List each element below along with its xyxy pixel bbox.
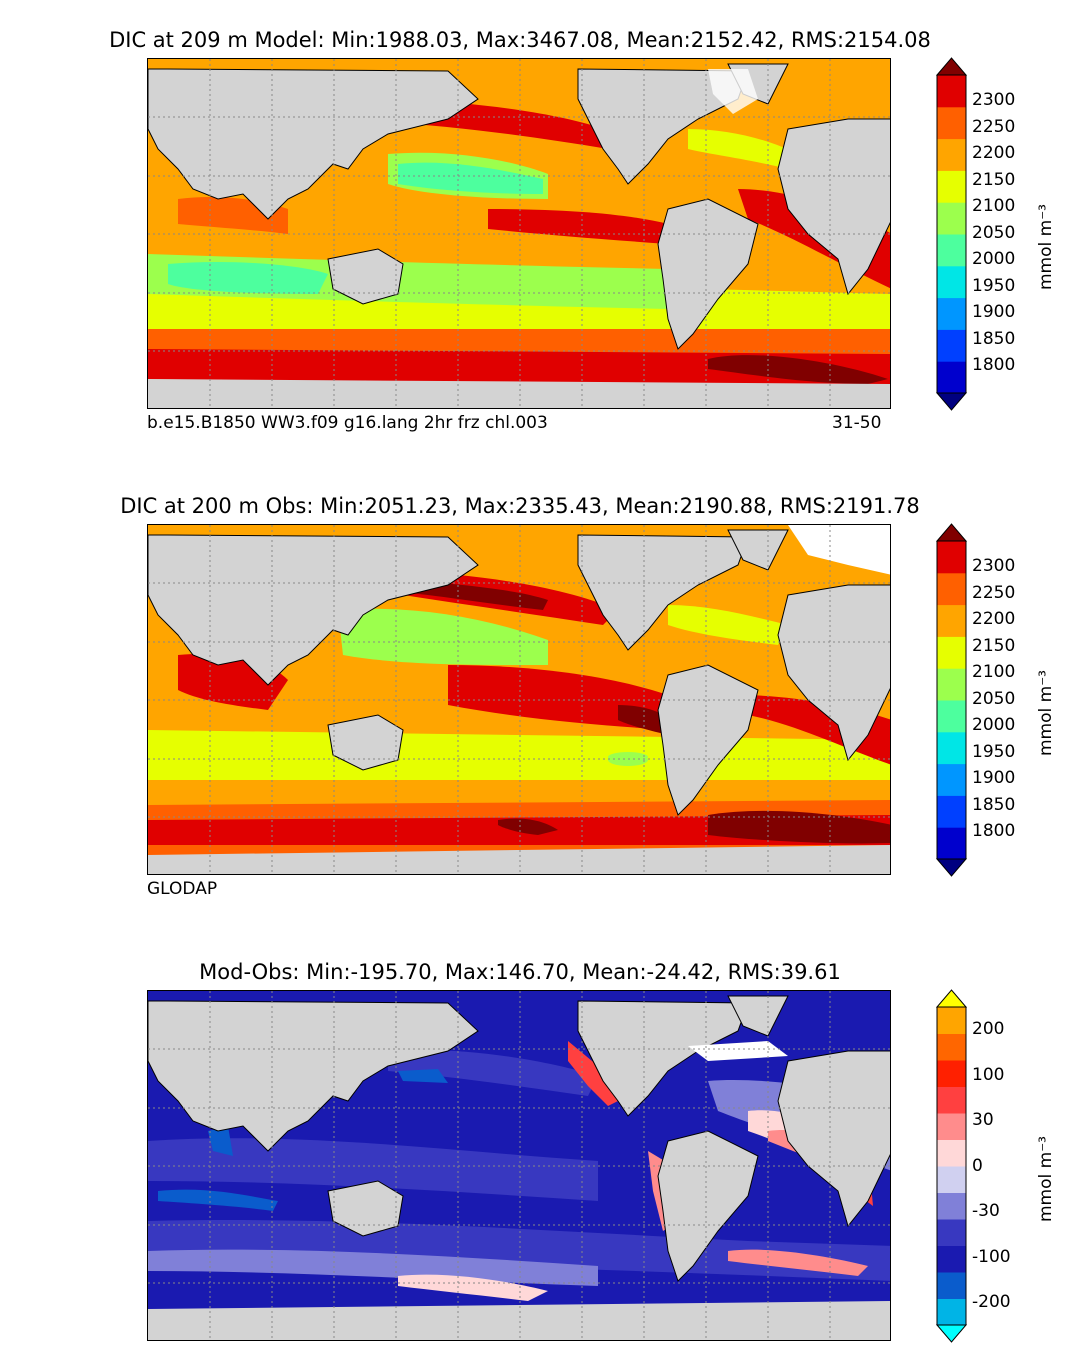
colorbar-extend-high: [935, 57, 968, 76]
diff-colorbar: [935, 989, 968, 1343]
obs-map-svg: [148, 525, 890, 874]
model-map: [147, 58, 891, 409]
colorbar-tick: 30: [972, 1110, 994, 1130]
colorbar-segment: [937, 361, 966, 394]
colorbar-tick: 2100: [972, 196, 1016, 216]
colorbar-frame: [936, 540, 967, 860]
colorbar-extend-high: [935, 523, 968, 542]
colorbar-segment: [937, 572, 966, 606]
colorbar-tick: 2250: [972, 117, 1016, 137]
colorbar-segment: [937, 1298, 966, 1326]
obs-map: [147, 524, 891, 875]
colorbar-segment: [937, 1033, 966, 1061]
colorbar-segment: [937, 1086, 966, 1114]
colorbar-extend-high: [935, 989, 968, 1008]
colorbar-segment: [937, 731, 966, 765]
colorbar-segment: [937, 1219, 966, 1246]
colorbar-segment: [937, 1113, 966, 1140]
colorbar-segment: [937, 795, 966, 828]
colorbar-segment: [937, 1060, 966, 1087]
diff-map-svg: [148, 991, 890, 1340]
colorbar-tick: 2000: [972, 715, 1016, 735]
colorbar-frame: [936, 1006, 967, 1326]
colorbar-tick: 1800: [972, 355, 1016, 375]
colorbar-segment: [937, 541, 966, 574]
colorbar-tick: 0: [972, 1156, 983, 1176]
model-colorbar-unit: mmol m⁻³: [1036, 204, 1056, 290]
colorbar-tick: 2300: [972, 90, 1016, 110]
obs-panel-title: DIC at 200 m Obs: Min:2051.23, Max:2335.…: [120, 494, 920, 518]
colorbar-tick: 1800: [972, 821, 1016, 841]
colorbar-tick: 1850: [972, 329, 1016, 349]
diff-colorbar-unit: mmol m⁻³: [1036, 1136, 1056, 1222]
colorbar-segment: [937, 170, 966, 203]
colorbar-segment: [937, 1007, 966, 1034]
colorbar-segment: [937, 1192, 966, 1220]
colorbar-tick: -100: [972, 1247, 1011, 1267]
colorbar-tick: -200: [972, 1292, 1011, 1312]
colorbar-tick: 2250: [972, 583, 1016, 603]
colorbar-tick: -30: [972, 1201, 1000, 1221]
colorbar-extend-low: [935, 858, 968, 877]
colorbar-segment: [937, 234, 966, 267]
colorbar-segment: [937, 297, 966, 330]
diff-colorbar-svg: [935, 989, 968, 1343]
diff-panel-title: Mod-Obs: Min:-195.70, Max:146.70, Mean:-…: [199, 960, 841, 984]
colorbar-tick: 1900: [972, 768, 1016, 788]
model-caption-left: b.e15.B1850 WW3.f09 g16.lang 2hr frz chl…: [147, 413, 548, 433]
colorbar-tick: 2050: [972, 223, 1016, 243]
colorbar-frame: [936, 74, 967, 394]
colorbar-tick: 200: [972, 1019, 1005, 1039]
colorbar-tick: 2200: [972, 609, 1016, 629]
colorbar-tick: 1900: [972, 302, 1016, 322]
colorbar-tick: 2150: [972, 170, 1016, 190]
colorbar-tick: 2150: [972, 636, 1016, 656]
model-colorbar-svg: [935, 57, 968, 411]
colorbar-segment: [937, 636, 966, 669]
colorbar-extend-low: [935, 1324, 968, 1343]
colorbar-segment: [937, 668, 966, 701]
colorbar-segment: [937, 1139, 966, 1167]
colorbar-segment: [937, 1166, 966, 1193]
colorbar-tick: 2200: [972, 143, 1016, 163]
colorbar-segment: [937, 1245, 966, 1273]
colorbar-segment: [937, 265, 966, 299]
colorbar-tick: 1850: [972, 795, 1016, 815]
colorbar-segment: [937, 329, 966, 362]
colorbar-segment: [937, 604, 966, 637]
colorbar-segment: [937, 75, 966, 108]
obs-colorbar-svg: [935, 523, 968, 877]
colorbar-segment: [937, 138, 966, 171]
colorbar-segment: [937, 763, 966, 796]
colorbar-tick: 2300: [972, 556, 1016, 576]
model-panel-title: DIC at 209 m Model: Min:1988.03, Max:346…: [109, 28, 931, 52]
colorbar-segment: [937, 202, 966, 235]
colorbar-tick: 100: [972, 1065, 1005, 1085]
colorbar-tick: 1950: [972, 276, 1016, 296]
obs-caption-left: GLODAP: [147, 879, 218, 899]
colorbar-segment: [937, 106, 966, 140]
colorbar-segment: [937, 827, 966, 860]
colorbar-tick: 2000: [972, 249, 1016, 269]
model-caption-right: 31-50: [832, 413, 882, 433]
colorbar-tick: 2100: [972, 662, 1016, 682]
model-colorbar: [935, 57, 968, 411]
colorbar-extend-low: [935, 392, 968, 411]
obs-colorbar: [935, 523, 968, 877]
obs-colorbar-unit: mmol m⁻³: [1036, 670, 1056, 756]
colorbar-segment: [937, 1272, 966, 1299]
model-map-svg: [148, 59, 890, 408]
colorbar-segment: [937, 700, 966, 733]
colorbar-tick: 1950: [972, 742, 1016, 762]
diff-map: [147, 990, 891, 1341]
colorbar-tick: 2050: [972, 689, 1016, 709]
